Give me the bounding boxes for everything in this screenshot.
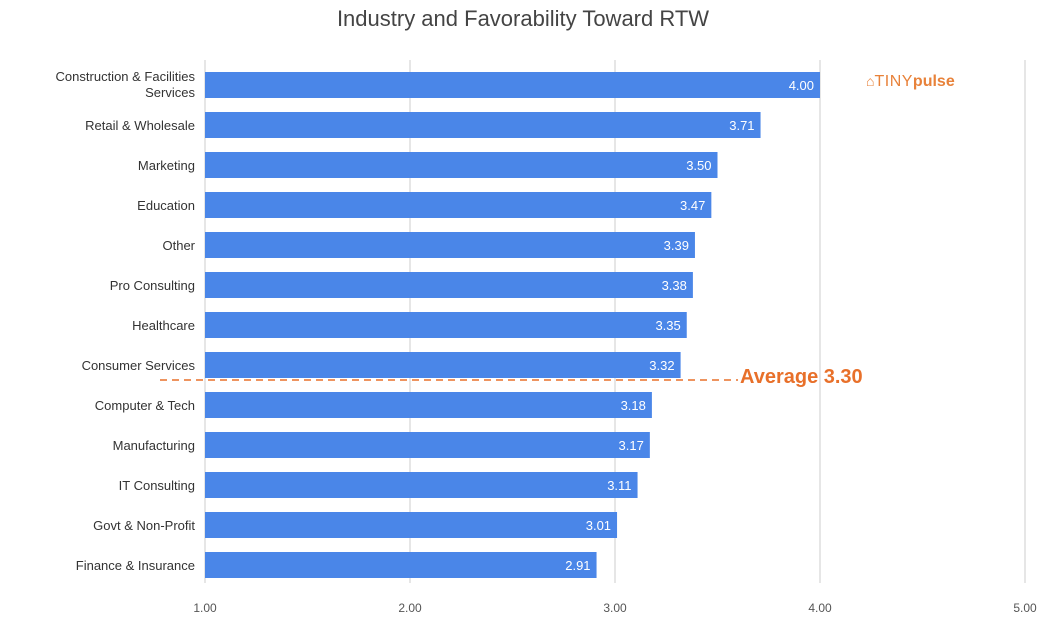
category-label: Marketing <box>138 158 195 173</box>
category-label: Healthcare <box>132 318 195 333</box>
bar-value-label: 3.01 <box>586 518 611 533</box>
bar <box>205 272 693 298</box>
bar <box>205 552 597 578</box>
bar <box>205 352 681 378</box>
bar-value-label: 3.38 <box>662 278 687 293</box>
bar-value-label: 3.47 <box>680 198 705 213</box>
x-tick-label: 4.00 <box>808 601 832 615</box>
bar-value-label: 3.11 <box>607 478 631 493</box>
bar <box>205 232 695 258</box>
bar-value-label: 3.71 <box>729 118 754 133</box>
bar-value-label: 3.50 <box>686 158 711 173</box>
category-label: IT Consulting <box>119 478 195 493</box>
x-tick-label: 2.00 <box>398 601 422 615</box>
average-label: Average 3.30 <box>740 366 863 388</box>
bar <box>205 312 687 338</box>
category-label: Finance & Insurance <box>76 558 195 573</box>
bar <box>205 432 650 458</box>
x-tick-label: 1.00 <box>193 601 217 615</box>
chart-title: Industry and Favorability Toward RTW <box>336 6 710 31</box>
x-tick-label: 5.00 <box>1013 601 1037 615</box>
category-label: Retail & Wholesale <box>85 118 195 133</box>
tinypulse-logo: ⌂TINYpulse <box>866 73 955 91</box>
logo-text-pulse: pulse <box>912 73 955 90</box>
bar-value-label: 3.18 <box>621 398 646 413</box>
category-label: Computer & Tech <box>95 398 195 413</box>
bar-value-label: 3.35 <box>655 318 680 333</box>
bar <box>205 72 820 98</box>
category-label: Pro Consulting <box>110 278 195 293</box>
bar-value-label: 3.39 <box>664 238 689 253</box>
bar-value-label: 3.32 <box>649 358 674 373</box>
bar-value-label: 2.91 <box>565 558 590 573</box>
bar-value-label: 3.17 <box>619 438 644 453</box>
x-tick-label: 3.00 <box>603 601 627 615</box>
category-label: Consumer Services <box>82 358 196 373</box>
category-label: Manufacturing <box>113 438 195 453</box>
category-label: Govt & Non-Profit <box>93 518 195 533</box>
bar-value-label: 4.00 <box>789 78 814 93</box>
category-label: Other <box>162 238 195 253</box>
bar <box>205 112 761 138</box>
logo-text-tiny: TINY <box>874 73 913 90</box>
category-label: Construction & Facilities Services <box>56 69 196 100</box>
category-label: Education <box>137 198 195 213</box>
logo-mark-icon: ⌂ <box>866 73 875 89</box>
bar <box>205 192 712 218</box>
bar <box>205 472 638 498</box>
bar <box>205 152 718 178</box>
bar <box>205 392 652 418</box>
bar <box>205 512 618 538</box>
